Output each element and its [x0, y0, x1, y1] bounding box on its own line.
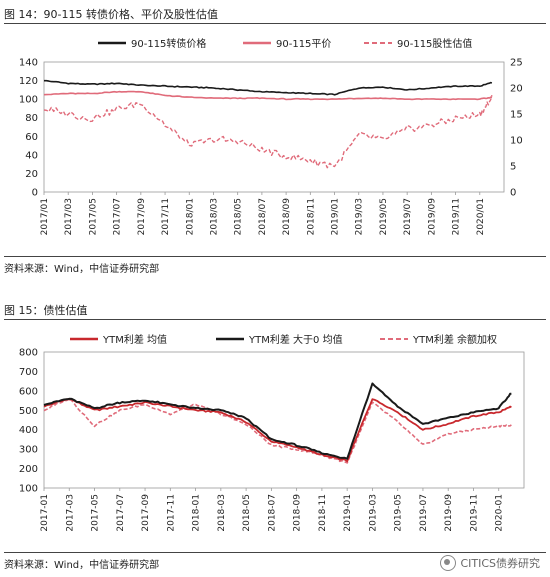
figure-1-bottom-rule — [4, 256, 546, 257]
chart-2-x-tick-11: 2018-11 — [318, 494, 328, 532]
figure-1-source: 资料来源：Wind，中信证券研究部 — [4, 264, 160, 275]
chart-1-legend-label-2: 90-115平价 — [276, 38, 331, 50]
chart-1-x-tick-1: 2017/03 — [64, 198, 74, 235]
chart-1-x-tick-17: 2019/11 — [452, 198, 462, 235]
chart-2-y-tick-6: 700 — [19, 367, 38, 378]
chart-2-x-tick-5: 2017-11 — [166, 494, 176, 532]
chart-1-y-left-tick-6: 120 — [19, 76, 38, 87]
chart-1-y-left-tick-7: 140 — [19, 58, 38, 69]
chart-1-y-left-tick-4: 80 — [25, 113, 38, 124]
chart-1-x-tick-10: 2018/09 — [282, 198, 292, 236]
chart-1-legend-label-1: 90-115转债价格 — [131, 37, 206, 50]
chart-2-series-line-3 — [43, 397, 512, 464]
chart-1-series-line-2 — [43, 90, 493, 101]
chart-1-x-tick-13: 2019/03 — [355, 198, 365, 235]
chart-2-legend-label-1: YTM利差 均值 — [102, 333, 167, 346]
chart-1-x-tick-12: 2019/01 — [331, 198, 341, 235]
chart-2-legend-label-2: YTM利差 大于0 均值 — [248, 333, 343, 346]
figure-1-title: 图 14：90-115 转债价格、平价及股性估值 — [4, 8, 218, 21]
chart-2-x-tick-1: 2017-03 — [65, 494, 75, 532]
chart-2-x-tick-17: 2019-11 — [469, 494, 479, 532]
chart-1: 90-115转债价格 90-115平价 90-115股性估值020406080100… — [19, 37, 523, 236]
chart-2-x-tick-2: 2017-05 — [91, 494, 101, 532]
chart-1-x-tick-14: 2019/05 — [379, 198, 389, 235]
chart-1-x-tick-7: 2018/03 — [209, 198, 219, 235]
chart-1-x-tick-2: 2017/05 — [88, 198, 98, 235]
chart-1-x-tick-4: 2017/09 — [137, 198, 147, 236]
chart-2-y-tick-1: 200 — [19, 464, 38, 475]
chart-2-x-tick-0: 2017-01 — [40, 494, 50, 532]
watermark-text: CITICS债券研究 — [460, 557, 540, 570]
chart-2: YTM利差 均值 YTM利差 大于0 均值 YTM利差 余额加权 100 200 300 4… — [19, 333, 525, 532]
chart-2-plot-frame — [43, 351, 525, 489]
chart-1-y-right-tick-3: 15 — [510, 110, 523, 121]
chart-2-legend-label-3: YTM利差 余额加权 — [412, 333, 497, 346]
chart-1-y-right-tick-4: 20 — [510, 84, 523, 95]
chart-2-y-tick-7: 800 — [19, 348, 38, 359]
chart-1-x-tick-0: 2017/01 — [40, 198, 50, 235]
chart-2-y-tick-0: 100 — [19, 484, 38, 495]
chart-1-series-line-1 — [44, 79, 493, 96]
watermark: CITICS债券研究 — [440, 555, 540, 571]
chart-1-y-left-tick-2: 40 — [25, 150, 38, 161]
chart-2-x-tick-18: 2020-01 — [495, 494, 505, 532]
chart-2-x-tick-15: 2019-07 — [419, 494, 429, 532]
chart-1-x-tick-15: 2019/07 — [403, 198, 413, 235]
chart-1-y-right-tick-2: 10 — [510, 136, 523, 147]
chart-2-y-tick-5: 600 — [19, 386, 38, 397]
chart-1-x-tick-18: 2020/01 — [476, 198, 486, 235]
chart-1-y-right-tick-5: 25 — [510, 58, 523, 69]
chart-2-x-tick-4: 2017-09 — [141, 494, 151, 532]
figure-2-top-rule — [4, 319, 546, 320]
chart-2-x-tick-16: 2019-09 — [444, 494, 454, 532]
chart-1-y-right-tick-1: 5 — [510, 162, 516, 173]
figure-2-bottom-rule — [4, 552, 546, 553]
chart-1-x-tick-11: 2018/11 — [306, 198, 316, 235]
chart-1-legend-label-3: 90-115股性估值 — [397, 37, 472, 50]
chart-2-x-tick-14: 2019-05 — [394, 494, 404, 532]
chart-2-y-tick-2: 300 — [19, 445, 38, 456]
figure-2-source: 资料来源：Wind，中信证券研究部 — [4, 560, 160, 571]
figure-2-title: 图 15：债性估值 — [4, 304, 88, 317]
chart-1-y-left-tick-0: 0 — [32, 188, 38, 199]
chart-1-x-tick-3: 2017/07 — [113, 198, 123, 235]
chart-1-y-left-tick-5: 100 — [19, 95, 38, 106]
chart-2-series-line-2 — [43, 382, 512, 460]
chart-2-x-tick-7: 2018-03 — [217, 494, 227, 532]
chart-2-x-tick-13: 2019-03 — [368, 494, 378, 532]
chart-2-x-tick-6: 2018-01 — [192, 494, 202, 532]
chart-2-series-line-1 — [43, 398, 512, 463]
chart-2-y-tick-3: 400 — [19, 425, 38, 436]
chart-1-y-right-tick-0: 0 — [510, 188, 516, 199]
wechat-icon — [440, 555, 457, 571]
chart-2-x-tick-8: 2018-05 — [242, 494, 252, 532]
chart-1-x-tick-8: 2018/05 — [234, 198, 244, 235]
chart-1-y-left-tick-1: 20 — [25, 169, 38, 180]
chart-2-x-tick-9: 2018-07 — [267, 494, 277, 532]
chart-1-series-line-3 — [43, 95, 493, 169]
chart-1-x-tick-5: 2017/11 — [161, 198, 171, 235]
chart-1-x-tick-9: 2018/07 — [258, 198, 268, 235]
chart-2-y-tick-4: 500 — [19, 406, 38, 417]
figure-1-top-rule — [4, 23, 546, 24]
chart-2-x-tick-3: 2017-07 — [116, 494, 126, 532]
chart-1-x-tick-16: 2019/09 — [427, 198, 437, 236]
chart-1-x-tick-6: 2018/01 — [185, 198, 195, 235]
chart-1-plot-frame — [43, 61, 505, 193]
chart-1-y-left-tick-3: 60 — [25, 132, 38, 143]
chart-2-x-tick-10: 2018-09 — [293, 494, 303, 532]
chart-2-x-tick-12: 2019-01 — [343, 494, 353, 532]
